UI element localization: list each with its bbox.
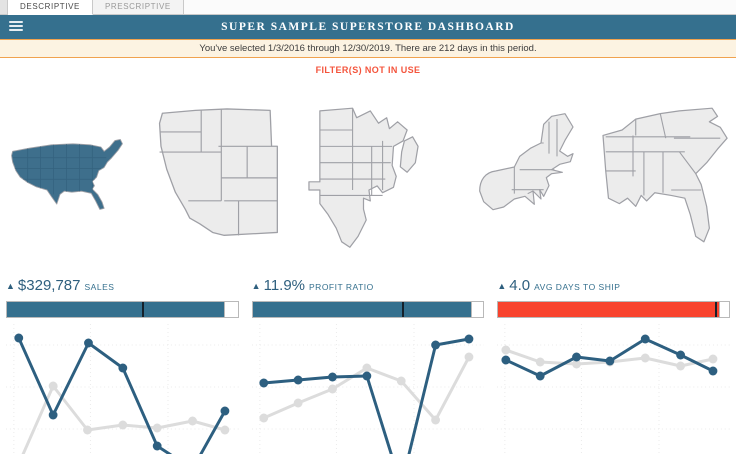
header-bar: SUPER SAMPLE SUPERSTORE DASHBOARD bbox=[0, 15, 736, 39]
tab-stub bbox=[0, 0, 8, 14]
kpi-profit-ratio: ▲ 11.9% PROFIT RATIO bbox=[252, 277, 485, 297]
kpi-sales-label: SALES bbox=[84, 282, 115, 292]
date-range-banner: You've selected 1/3/2016 through 12/30/2… bbox=[0, 39, 736, 58]
hamburger-menu-icon[interactable] bbox=[9, 21, 23, 33]
up-arrow-icon: ▲ bbox=[251, 281, 261, 291]
map-east-region[interactable] bbox=[441, 105, 589, 245]
bullet-reference-tick bbox=[715, 302, 718, 317]
sheet-tab-bar: DESCRIPTIVE PRESCRIPTIVE bbox=[0, 0, 736, 15]
up-arrow-icon: ▲ bbox=[497, 281, 507, 291]
kpi-avg-days-value: 4.0 bbox=[509, 277, 531, 294]
profit-ratio-bullet-bar[interactable] bbox=[251, 301, 485, 318]
kpi-sales-value: $329,787 bbox=[17, 277, 81, 294]
metric-sales: ▲ $329,787 SALES bbox=[6, 277, 239, 454]
kpi-profit-ratio-label: PROFIT RATIO bbox=[309, 282, 374, 292]
map-central-region[interactable] bbox=[301, 100, 441, 250]
sales-trend-chart[interactable] bbox=[6, 324, 239, 454]
map-south-region[interactable] bbox=[589, 100, 736, 250]
profit-ratio-trend-chart[interactable] bbox=[251, 324, 485, 454]
map-united-states[interactable] bbox=[0, 116, 133, 234]
avg-days-trend-chart[interactable] bbox=[497, 324, 731, 454]
region-map-row bbox=[0, 81, 736, 269]
filter-status-text: FILTER(S) NOT IN USE bbox=[315, 64, 421, 75]
bullet-fill bbox=[252, 302, 472, 317]
metric-profit-ratio: ▲ 11.9% PROFIT RATIO bbox=[251, 277, 485, 454]
avg-days-bullet-bar[interactable] bbox=[497, 301, 731, 318]
page-title: SUPER SAMPLE SUPERSTORE DASHBOARD bbox=[221, 21, 515, 33]
kpi-profit-ratio-value: 11.9% bbox=[263, 277, 306, 294]
tab-descriptive[interactable]: DESCRIPTIVE bbox=[8, 0, 93, 15]
bullet-fill bbox=[7, 302, 225, 317]
sales-bullet-bar[interactable] bbox=[6, 301, 239, 318]
tab-prescriptive[interactable]: PRESCRIPTIVE bbox=[92, 0, 184, 14]
bullet-fill bbox=[498, 302, 720, 317]
metric-avg-days-to-ship: ▲ 4.0 AVG DAYS TO SHIP bbox=[497, 277, 731, 454]
kpi-avg-days-label: AVG DAYS TO SHIP bbox=[534, 282, 621, 292]
kpi-sales: ▲ $329,787 SALES bbox=[6, 277, 239, 297]
map-west-region[interactable] bbox=[133, 100, 301, 250]
bullet-reference-tick bbox=[401, 302, 404, 317]
metrics-row: ▲ $329,787 SALES ▲ 11.9% PROFIT RATIO bbox=[0, 277, 736, 454]
up-arrow-icon: ▲ bbox=[6, 281, 15, 291]
bullet-reference-tick bbox=[142, 302, 145, 317]
kpi-avg-days-to-ship: ▲ 4.0 AVG DAYS TO SHIP bbox=[497, 277, 730, 297]
